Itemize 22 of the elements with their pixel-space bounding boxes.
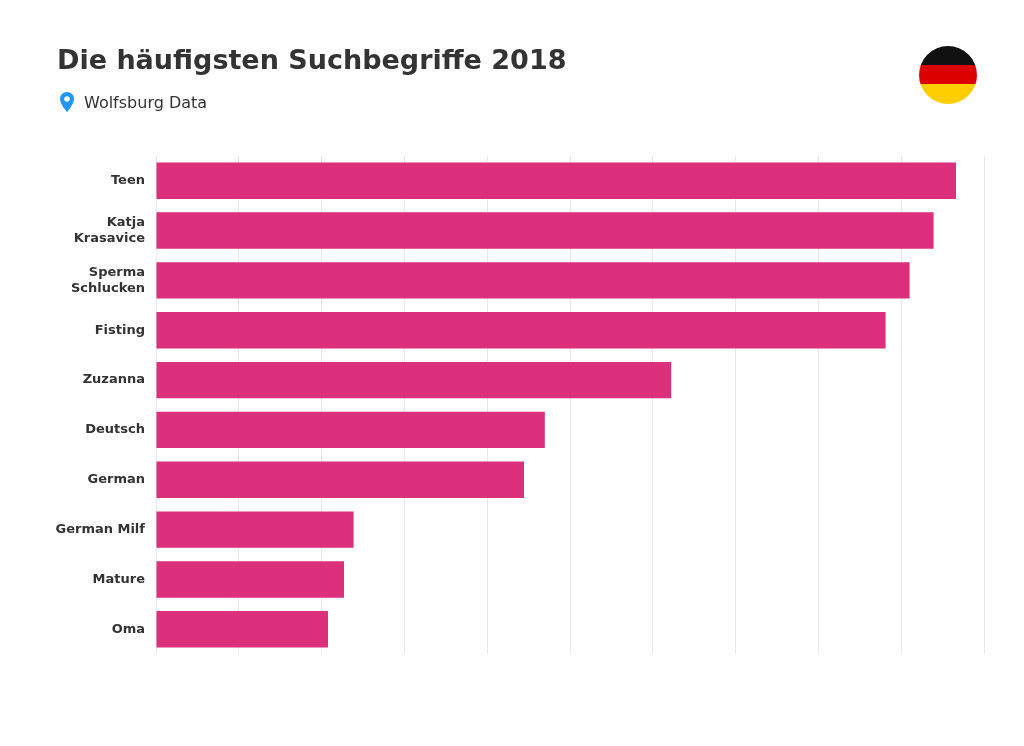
chart-title: Die häufigsten Suchbegriffe 2018 bbox=[57, 44, 567, 75]
y-tick-label: German bbox=[87, 471, 145, 487]
chart-subtitle: Wolfsburg Data bbox=[84, 92, 208, 112]
y-tick-label: Zuzanna bbox=[82, 371, 145, 387]
bar bbox=[156, 212, 934, 249]
y-tick-label: Mature bbox=[92, 570, 146, 586]
bar bbox=[156, 561, 344, 598]
bar bbox=[156, 411, 545, 449]
y-tick-label: Fisting bbox=[94, 321, 145, 337]
y-tick-label: Teen bbox=[110, 172, 145, 188]
bar bbox=[156, 162, 956, 199]
bar bbox=[156, 312, 886, 349]
bar bbox=[156, 262, 910, 299]
bar bbox=[156, 511, 354, 548]
y-tick-label: Katja Krasavice bbox=[73, 214, 146, 245]
bar bbox=[156, 461, 524, 498]
bar bbox=[156, 611, 328, 648]
y-tick-label: German Milf bbox=[55, 520, 146, 536]
y-tick-label: Sperma Schlucken bbox=[70, 263, 145, 295]
y-tick-label: Deutsch bbox=[85, 421, 145, 437]
y-tick-label: Oma bbox=[111, 620, 145, 636]
bar bbox=[156, 361, 672, 399]
